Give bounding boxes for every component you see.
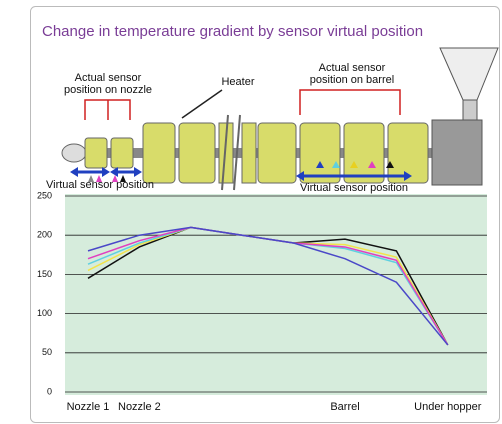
y-tick-label: 100: [37, 308, 52, 318]
frame: [30, 6, 500, 423]
y-tick-label: 150: [37, 269, 52, 279]
label: position on barrel: [310, 74, 394, 86]
y-tick-label: 50: [42, 347, 52, 357]
machine: [61, 47, 499, 191]
label: Actual sensor: [75, 72, 142, 84]
label: position on nozzle: [64, 84, 152, 96]
chart-title: Change in temperature gradient by sensor…: [42, 23, 423, 40]
y-tick-label: 250: [37, 190, 52, 200]
x-tick-label: Under hopper: [414, 401, 482, 413]
series-line: [87, 226, 449, 346]
x-tick-label: Nozzle 2: [118, 401, 161, 413]
y-tick-label: 200: [37, 230, 52, 240]
x-tick-label: Nozzle 1: [67, 401, 110, 413]
y-tick-label: 0: [47, 386, 52, 396]
x-tick-label: Barrel: [330, 401, 359, 413]
label: Virtual sensor position: [46, 179, 154, 191]
label: Heater: [221, 76, 254, 88]
label: Virtual sensor position: [300, 182, 408, 194]
plot-area: [65, 194, 487, 395]
label: Actual sensor: [319, 62, 386, 74]
